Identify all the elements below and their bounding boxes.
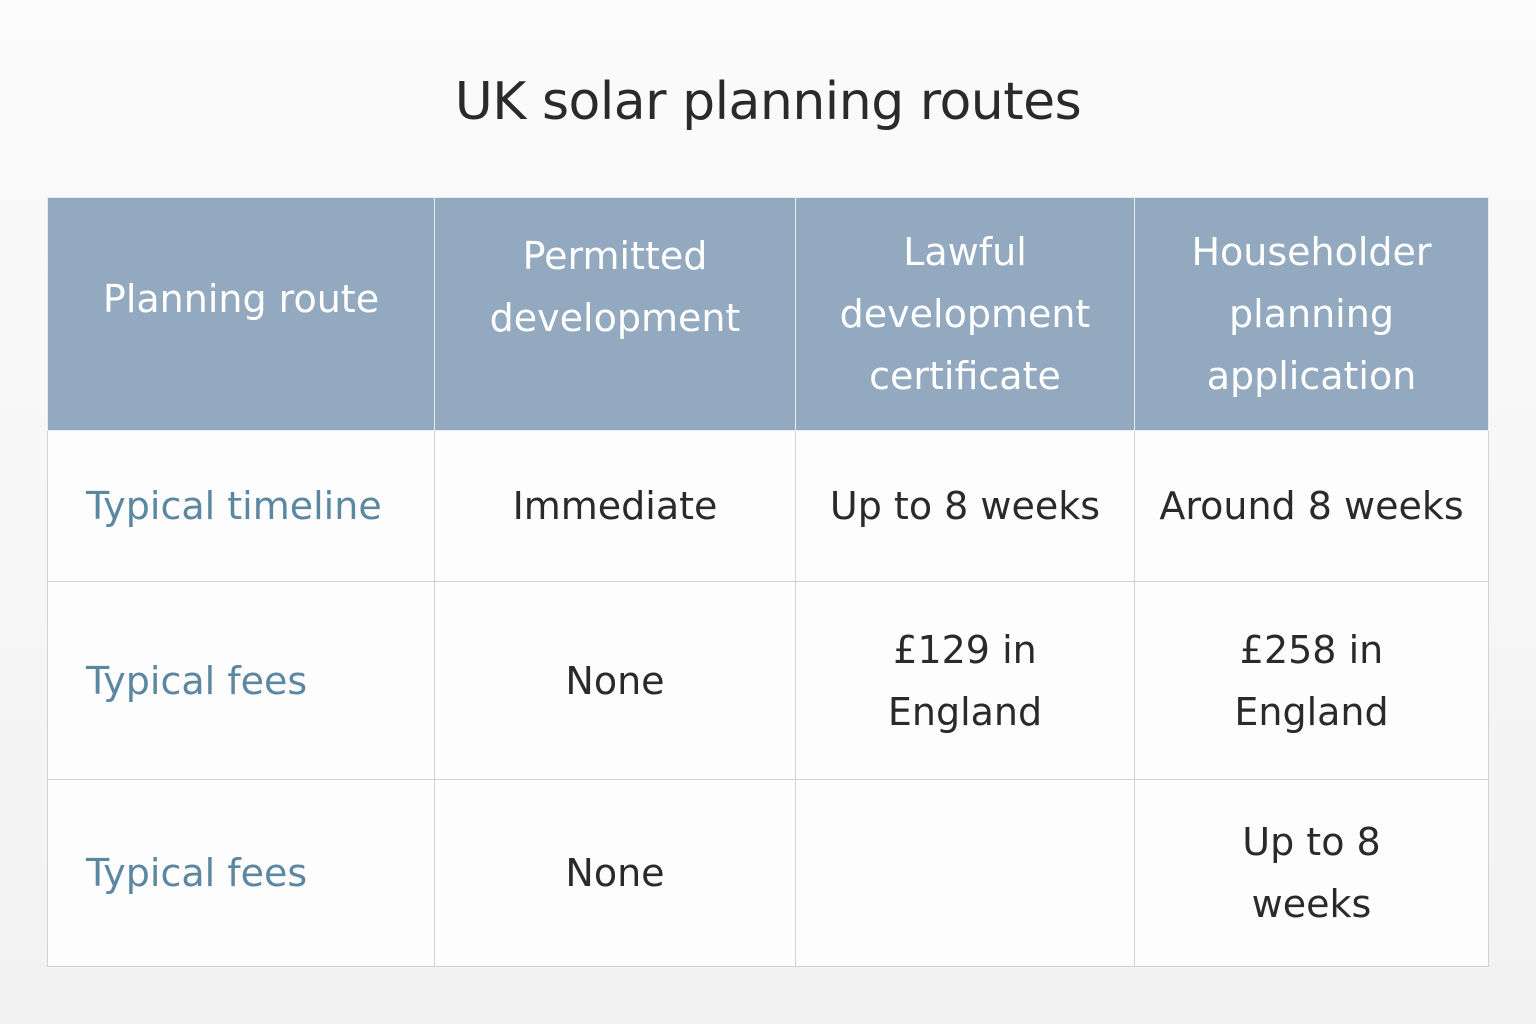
page-title: UK solar planning routes <box>454 72 1082 132</box>
planning-routes-table: Planning route Permitted development Law… <box>47 197 1489 967</box>
header-permitted-development: Permitted development <box>434 197 796 431</box>
table-cell <box>795 779 1135 967</box>
table-cell: Immediate <box>434 430 796 582</box>
table-cell: Up to 8 weeks <box>1134 779 1489 967</box>
table-cell: Up to 8 weeks <box>795 430 1135 582</box>
table-row: Typical timeline Immediate Up to 8 weeks… <box>47 430 1489 582</box>
table-row: Typical fees None £129 in England £258 i… <box>47 581 1489 780</box>
table-cell: £129 in England <box>795 581 1135 780</box>
table-cell: Around 8 weeks <box>1134 430 1489 582</box>
table-cell: None <box>434 581 796 780</box>
table-cell: None <box>434 779 796 967</box>
table-cell: £258 in England <box>1134 581 1489 780</box>
header-planning-route: Planning route <box>47 197 435 431</box>
row-label: Typical fees <box>47 779 435 967</box>
row-label: Typical fees <box>47 581 435 780</box>
header-householder-application: Householder planning application <box>1134 197 1489 431</box>
table-row: Typical fees None Up to 8 weeks <box>47 779 1489 967</box>
header-row: Planning route Permitted development Law… <box>47 197 1489 431</box>
row-label: Typical timeline <box>47 430 435 582</box>
header-lawful-development-certificate: Lawful development certificate <box>795 197 1135 431</box>
